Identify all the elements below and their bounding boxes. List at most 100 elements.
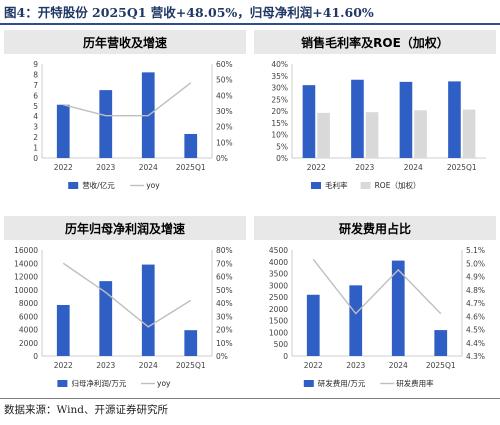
- y-tick-label-left: 5: [33, 102, 38, 111]
- y-tick-label-left: 4000: [19, 326, 38, 335]
- x-tick-label: 2025Q1: [176, 163, 206, 172]
- y-tick-label-right: 60%: [216, 273, 233, 282]
- legend-label: ROE（加权）: [375, 180, 421, 190]
- chart-panel-rd-expense: 研发费用占比 0 500 1000 1500 2000 2500 3000 3500 4000 45…: [254, 216, 496, 396]
- y-tick-label-left: 10000: [14, 286, 38, 295]
- y-tick-label-left: 5%: [276, 142, 288, 151]
- bar-secondary: [365, 112, 379, 158]
- y-tick-label-left: 16000: [14, 246, 38, 255]
- y-tick-label-right: 30%: [216, 312, 233, 321]
- bar-primary: [302, 85, 316, 158]
- x-tick-label: 2024: [404, 163, 423, 172]
- y-tick-label-right: 5.0%: [466, 259, 485, 268]
- bar-secondary: [317, 112, 330, 158]
- y-tick-label-right: 10%: [216, 138, 233, 147]
- y-tick-label-right: 10%: [216, 339, 233, 348]
- y-tick-label-left: 3500: [269, 270, 288, 279]
- bar-primary: [99, 90, 113, 158]
- chart-header-band: [254, 30, 496, 54]
- source-divider: [0, 398, 500, 399]
- x-tick-label: 2022: [307, 163, 326, 172]
- bar-primary: [448, 81, 461, 158]
- legend-label: 归母净利润/万元: [71, 378, 127, 388]
- chart-title: 历年归母净利润及增速: [65, 221, 185, 236]
- bar-primary: [184, 330, 198, 356]
- bar-primary: [391, 260, 405, 356]
- y-tick-label-right: 4.8%: [466, 286, 485, 295]
- legend-swatch-bar: [311, 182, 321, 189]
- x-tick-label: 2022: [54, 361, 73, 370]
- y-tick-label-right: 80%: [216, 246, 233, 255]
- x-tick-label: 2024: [389, 361, 408, 370]
- chart-margin-roe: 销售毛利率及ROE（加权） 0% 5% 10% 15% 20% 25% 30% 35% 40% 20…: [254, 30, 496, 190]
- y-tick-label-right: 50%: [216, 286, 233, 295]
- chart-rd-expense: 研发费用占比 0 500 1000 1500 2000 2500 3000 3500 4000 45…: [254, 216, 496, 388]
- y-tick-label-left: 6: [33, 91, 38, 100]
- y-tick-label-right: 30%: [216, 107, 233, 116]
- y-tick-label-right: 4.7%: [466, 299, 485, 308]
- y-tick-label-left: 8: [33, 70, 38, 79]
- y-tick-label-left: 500: [274, 340, 289, 349]
- y-tick-label-left: 6000: [19, 312, 38, 321]
- y-tick-label-left: 0%: [276, 154, 288, 163]
- title-divider: [0, 23, 500, 25]
- y-tick-label-right: 50%: [216, 76, 233, 85]
- y-tick-label-right: 40%: [216, 299, 233, 308]
- y-tick-label-right: 70%: [216, 259, 233, 268]
- y-tick-label-left: 9: [33, 60, 38, 69]
- y-tick-label-left: 15%: [271, 119, 288, 128]
- series-line: [312, 258, 442, 315]
- chart-header-band: [4, 30, 246, 54]
- x-tick-label: 2022: [304, 361, 323, 370]
- y-tick-label-right: 0%: [216, 352, 228, 361]
- y-tick-label-right: 0%: [216, 154, 228, 163]
- bar-primary: [351, 79, 364, 158]
- bar-primary: [349, 285, 363, 356]
- legend-swatch-bar: [303, 380, 314, 387]
- y-tick-label-left: 2000: [269, 305, 288, 314]
- legend-label: 营收/亿元: [82, 180, 115, 190]
- y-tick-label-left: 2500: [269, 293, 288, 302]
- y-tick-label-left: 2: [33, 133, 38, 142]
- y-tick-label-right: 4.6%: [466, 312, 485, 321]
- series-line: [63, 82, 192, 117]
- y-tick-label-right: 4.4%: [466, 339, 485, 348]
- y-tick-label-left: 35%: [271, 72, 288, 81]
- y-tick-label-right: 40%: [216, 91, 233, 100]
- y-tick-label-right: 5.1%: [466, 246, 485, 255]
- x-tick-label: 2025Q1: [447, 163, 477, 172]
- y-tick-label-left: 0: [33, 154, 38, 163]
- source-note: 数据来源：Wind、开源证券研究所: [4, 404, 168, 416]
- bar-primary: [141, 264, 155, 356]
- y-tick-label-left: 3: [33, 123, 38, 132]
- y-tick-label-right: 20%: [216, 326, 233, 335]
- x-tick-label: 2023: [96, 163, 115, 172]
- y-tick-label-right: 4.9%: [466, 273, 485, 282]
- y-tick-label-right: 20%: [216, 123, 233, 132]
- legend-swatch-bar: [68, 182, 79, 189]
- legend-label: yoy: [157, 379, 171, 388]
- chart-panel-net-profit: 历年归母净利润及增速 0 2000 4000 6000 8000 10000 12000 140…: [4, 216, 246, 396]
- y-tick-label-left: 4000: [269, 258, 288, 267]
- x-tick-label: 2025Q1: [176, 361, 206, 370]
- y-tick-label-left: 12000: [14, 273, 38, 282]
- bar-primary: [56, 304, 70, 356]
- x-tick-label: 2024: [139, 163, 158, 172]
- y-tick-label-left: 8000: [19, 299, 38, 308]
- bar-primary: [399, 81, 413, 158]
- y-tick-label-left: 40%: [271, 60, 288, 69]
- bar-primary: [99, 281, 113, 356]
- y-tick-label-left: 25%: [271, 95, 288, 104]
- legend-swatch-bar: [57, 380, 68, 387]
- y-tick-label-left: 20%: [271, 107, 288, 116]
- y-tick-label-left: 14000: [14, 259, 38, 268]
- chart-panel-margin-roe: 销售毛利率及ROE（加权） 0% 5% 10% 15% 20% 25% 30% 35% 40% 20…: [254, 30, 496, 198]
- chart-title: 研发费用占比: [339, 221, 411, 236]
- y-tick-label-right: 4.3%: [466, 352, 485, 361]
- y-tick-label-right: 60%: [216, 60, 233, 69]
- y-tick-label-left: 1: [33, 144, 38, 153]
- x-tick-label: 2023: [96, 361, 115, 370]
- figure-title: 图4：开特股份 2025Q1 营收+48.05%，归母净利润+41.60%: [4, 5, 374, 20]
- chart-title: 历年营收及增速: [83, 35, 167, 50]
- x-tick-label: 2024: [139, 361, 158, 370]
